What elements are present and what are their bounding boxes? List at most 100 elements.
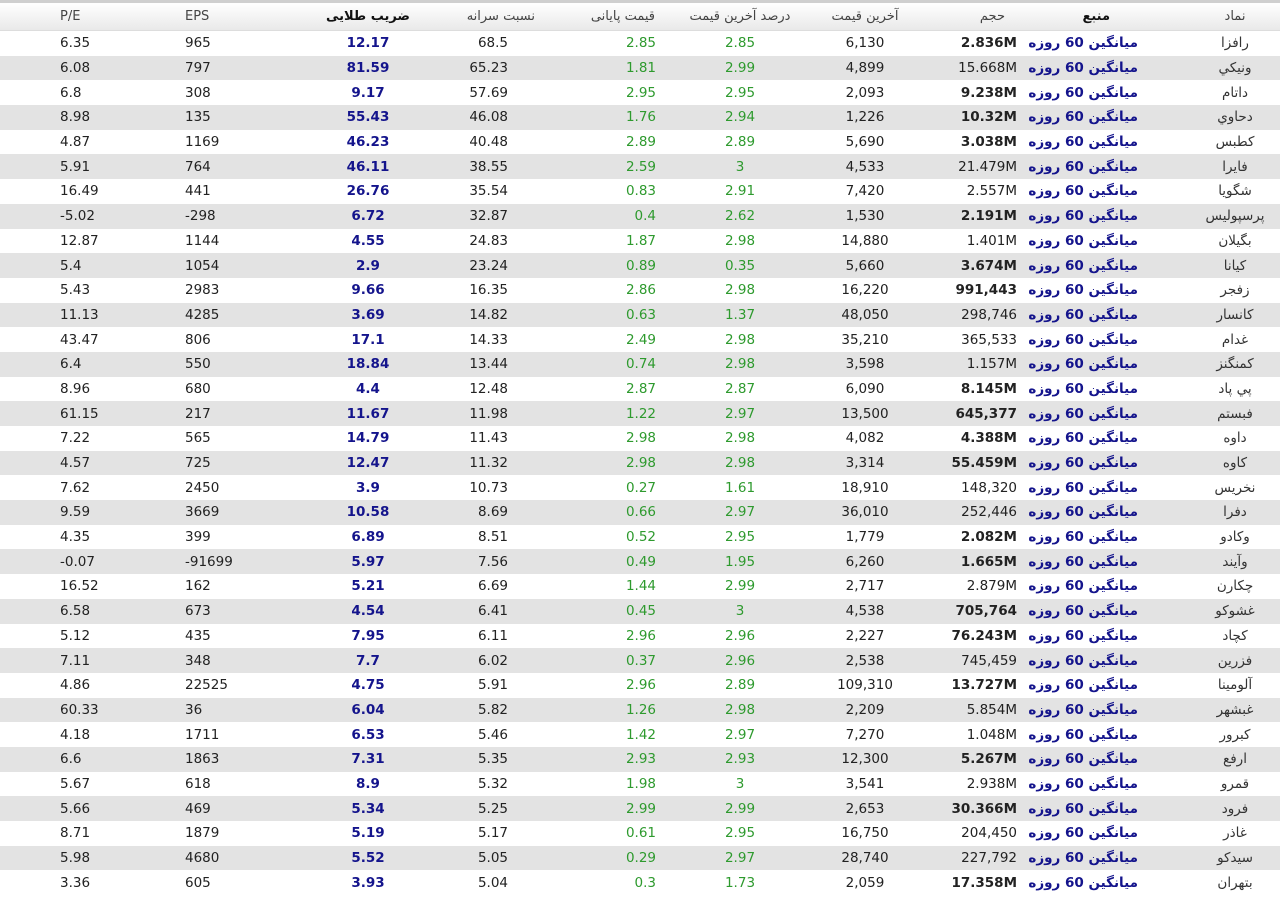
cell-symbol[interactable]: غبشهر <box>1216 701 1254 718</box>
table-row[interactable]: 5.91 764 46.11 38.55 2.59 3 4,533 21.479M میانگی… <box>0 154 1280 180</box>
cell-symbol[interactable]: غشوكو <box>1215 603 1255 620</box>
cell-symbol[interactable]: كيانا <box>1223 257 1247 274</box>
cell-last-price: 7,420 <box>845 183 885 200</box>
cell-symbol[interactable]: غدام <box>1221 331 1249 348</box>
cell-eps: 4285 <box>185 306 220 323</box>
table-row[interactable]: 4.18 1711 6.53 5.46 1.42 2.97 7,270 1.048M میانگ… <box>0 722 1280 747</box>
header-per-capita[interactable]: نسبت سرانه <box>466 9 535 24</box>
table-row[interactable]: 16.52 162 5.21 6.69 1.44 2.99 2,717 2.879M میانگ… <box>0 574 1280 599</box>
cell-symbol[interactable]: چكارن <box>1216 578 1254 595</box>
cell-eps: 797 <box>185 60 211 77</box>
table-row[interactable]: 6.35 965 12.17 68.5 2.85 2.85 6,130 2.836M میانگ… <box>0 31 1280 56</box>
table-row[interactable]: 5.98 4680 5.52 5.05 0.29 2.97 28,740 227,792 میا… <box>0 845 1280 871</box>
cell-symbol[interactable]: پرسپوليس <box>1205 208 1265 225</box>
table-row[interactable]: 6.08 797 81.59 65.23 1.81 2.99 4,899 15.668M میا… <box>0 55 1280 81</box>
table-row[interactable]: 8.98 135 55.43 46.08 1.76 2.94 1,226 10.32M میان… <box>0 105 1280 130</box>
cell-symbol[interactable]: فبستم <box>1217 405 1253 422</box>
header-eps[interactable]: EPS <box>185 9 210 24</box>
header-close-price[interactable]: قیمت پایانی <box>590 9 655 24</box>
table-row[interactable]: 12.87 1144 4.55 24.83 1.87 2.98 14,880 1.401M می… <box>0 229 1280 254</box>
table-row[interactable]: 5.67 618 8.9 5.32 1.98 3 3,541 2.938M میانگین 60… <box>0 772 1280 797</box>
header-golden-ratio[interactable]: ضریب طلایی <box>326 9 410 24</box>
cell-eps: 550 <box>185 356 211 373</box>
cell-symbol[interactable]: داوه <box>1223 430 1247 447</box>
table-row[interactable]: -0.07 -91699 5.97 7.56 0.49 1.95 6,260 1.665M می… <box>0 549 1280 575</box>
cell-source: میانگین 60 روزه <box>1028 825 1138 842</box>
cell-symbol[interactable]: كچاد <box>1222 627 1248 644</box>
cell-symbol[interactable]: ارفع <box>1223 751 1247 768</box>
cell-pe: 4.87 <box>60 134 91 151</box>
table-row[interactable]: 6.58 673 4.54 6.41 0.45 3 4,538 705,764 میانگین … <box>0 598 1280 624</box>
header-pe[interactable]: P/E <box>60 9 81 24</box>
table-row[interactable]: 6.4 550 18.84 13.44 0.74 2.98 3,598 1.157M میانگ… <box>0 351 1280 377</box>
header-last-price[interactable]: آخرین قیمت <box>831 9 899 24</box>
cell-symbol[interactable]: فرود <box>1221 800 1249 817</box>
cell-last-price: 6,260 <box>845 553 885 570</box>
cell-symbol[interactable]: كمنگنز <box>1216 356 1254 373</box>
cell-last-pct: 2.98 <box>724 282 756 299</box>
cell-symbol[interactable]: فايرا <box>1222 158 1248 175</box>
header-symbol[interactable]: نماد <box>1224 9 1246 24</box>
cell-symbol[interactable]: كطبس <box>1215 134 1255 151</box>
cell-source: میانگین 60 روزه <box>1028 134 1138 151</box>
cell-symbol[interactable]: كانسار <box>1216 306 1254 323</box>
table-row[interactable]: 7.22 565 14.79 11.43 2.98 2.98 4,082 4.388M میان… <box>0 426 1280 451</box>
cell-volume: 5.854M <box>966 701 1017 718</box>
table-row[interactable]: 6.8 308 9.17 57.69 2.95 2.95 2,093 9.238M میانگی… <box>0 80 1280 105</box>
cell-symbol[interactable]: دفرا <box>1223 504 1247 521</box>
cell-symbol[interactable]: قمرو <box>1220 775 1250 792</box>
header-last-pct[interactable]: درصد آخرین قیمت <box>689 9 791 24</box>
table-row[interactable]: 4.35 399 6.89 8.51 0.52 2.95 1,779 2.082M میانگی… <box>0 525 1280 550</box>
cell-symbol[interactable]: پي پاد <box>1218 380 1252 397</box>
table-row[interactable]: 4.57 725 12.47 11.32 2.98 2.98 3,314 55.459M میا… <box>0 450 1280 476</box>
table-row[interactable]: 5.4 1054 2.9 23.24 0.89 0.35 5,660 3.674M میانگی… <box>0 253 1280 278</box>
table-row[interactable]: 60.33 36 6.04 5.82 1.26 2.98 2,209 5.854M میانگی… <box>0 697 1280 723</box>
table-row[interactable]: 3.36 605 3.93 5.04 0.3 1.73 2,059 17.358M میانگی… <box>0 870 1280 895</box>
header-source[interactable]: منبع <box>1082 9 1110 24</box>
cell-symbol[interactable]: كبرور <box>1219 726 1251 743</box>
cell-symbol[interactable]: بگيلان <box>1218 232 1252 249</box>
cell-symbol[interactable]: سيدكو <box>1217 850 1253 867</box>
cell-symbol[interactable]: آلومينا <box>1217 677 1253 694</box>
table-row[interactable]: 43.47 806 17.1 14.33 2.49 2.98 35,210 365,533 می… <box>0 327 1280 352</box>
cell-symbol[interactable]: نخريس <box>1214 479 1256 496</box>
cell-symbol[interactable]: دحاوي <box>1217 109 1253 126</box>
cell-golden: 6.53 <box>351 726 385 743</box>
cell-source: میانگین 60 روزه <box>1028 35 1138 52</box>
table-row[interactable]: 5.66 469 5.34 5.25 2.99 2.99 2,653 30.366M میانگ… <box>0 796 1280 821</box>
cell-eps: 806 <box>185 331 211 348</box>
table-row[interactable]: 7.62 2450 3.9 10.73 0.27 1.61 18,910 148,320 میا… <box>0 475 1280 500</box>
cell-symbol[interactable]: بتهران <box>1217 874 1253 891</box>
cell-close-price: 0.49 <box>625 553 656 570</box>
table-row[interactable]: 4.87 1169 46.23 40.48 2.89 2.89 5,690 3.038M میا… <box>0 130 1280 155</box>
cell-symbol[interactable]: فزرين <box>1217 652 1253 669</box>
cell-symbol[interactable]: غاذر <box>1223 825 1247 842</box>
table-row[interactable]: -5.02 -298 6.72 32.87 0.4 2.62 1,530 2.191M میان… <box>0 203 1280 229</box>
table-row[interactable]: 8.71 1879 5.19 5.17 0.61 2.95 16,750 204,450 میا… <box>0 821 1280 846</box>
table-row[interactable]: 5.43 2983 9.66 16.35 2.86 2.98 16,220 991,443 می… <box>0 278 1280 303</box>
table-row[interactable]: 9.59 3669 10.58 8.69 0.66 2.97 36,010 252,446 می… <box>0 500 1280 525</box>
cell-per-capita: 23.24 <box>469 257 508 274</box>
cell-symbol[interactable]: كاوه <box>1222 455 1248 472</box>
cell-pe: 60.33 <box>60 701 99 718</box>
cell-source: میانگین 60 روزه <box>1028 677 1138 694</box>
table-row[interactable]: 8.96 680 4.4 12.48 2.87 2.87 6,090 8.145M میانگی… <box>0 377 1280 402</box>
cell-symbol[interactable]: زفجر <box>1220 282 1250 299</box>
table-row[interactable]: 5.12 435 7.95 6.11 2.96 2.96 2,227 76.243M میانگ… <box>0 624 1280 649</box>
cell-symbol[interactable]: ونيكي <box>1218 60 1252 77</box>
table-row[interactable]: 16.49 441 26.76 35.54 0.83 2.91 7,420 2.557M میا… <box>0 179 1280 204</box>
cell-symbol[interactable]: شگويا <box>1218 183 1252 200</box>
cell-symbol[interactable]: وآيند <box>1222 553 1248 570</box>
table-row[interactable]: 61.15 217 11.67 11.98 1.22 2.97 13,500 645,377 م… <box>0 401 1280 426</box>
cell-symbol[interactable]: وكادو <box>1220 529 1250 546</box>
cell-last-pct: 2.98 <box>724 455 756 472</box>
cell-symbol[interactable]: رافزا <box>1221 35 1249 52</box>
cell-golden: 55.43 <box>346 109 390 126</box>
table-row[interactable]: 6.6 1863 7.31 5.35 2.93 2.93 12,300 5.267M میانگ… <box>0 746 1280 772</box>
table-row[interactable]: 11.13 4285 3.69 14.82 0.63 1.37 48,050 298,746 م… <box>0 302 1280 328</box>
table-row[interactable]: 7.11 348 7.7 6.02 0.37 2.96 2,538 745,459 میانگی… <box>0 648 1280 673</box>
cell-eps: 348 <box>185 652 211 669</box>
header-volume[interactable]: حجم <box>979 9 1005 24</box>
cell-symbol[interactable]: داتام <box>1222 84 1248 101</box>
table-row[interactable]: 4.86 22525 4.75 5.91 2.96 2.89 109,310 13.727M م… <box>0 673 1280 698</box>
